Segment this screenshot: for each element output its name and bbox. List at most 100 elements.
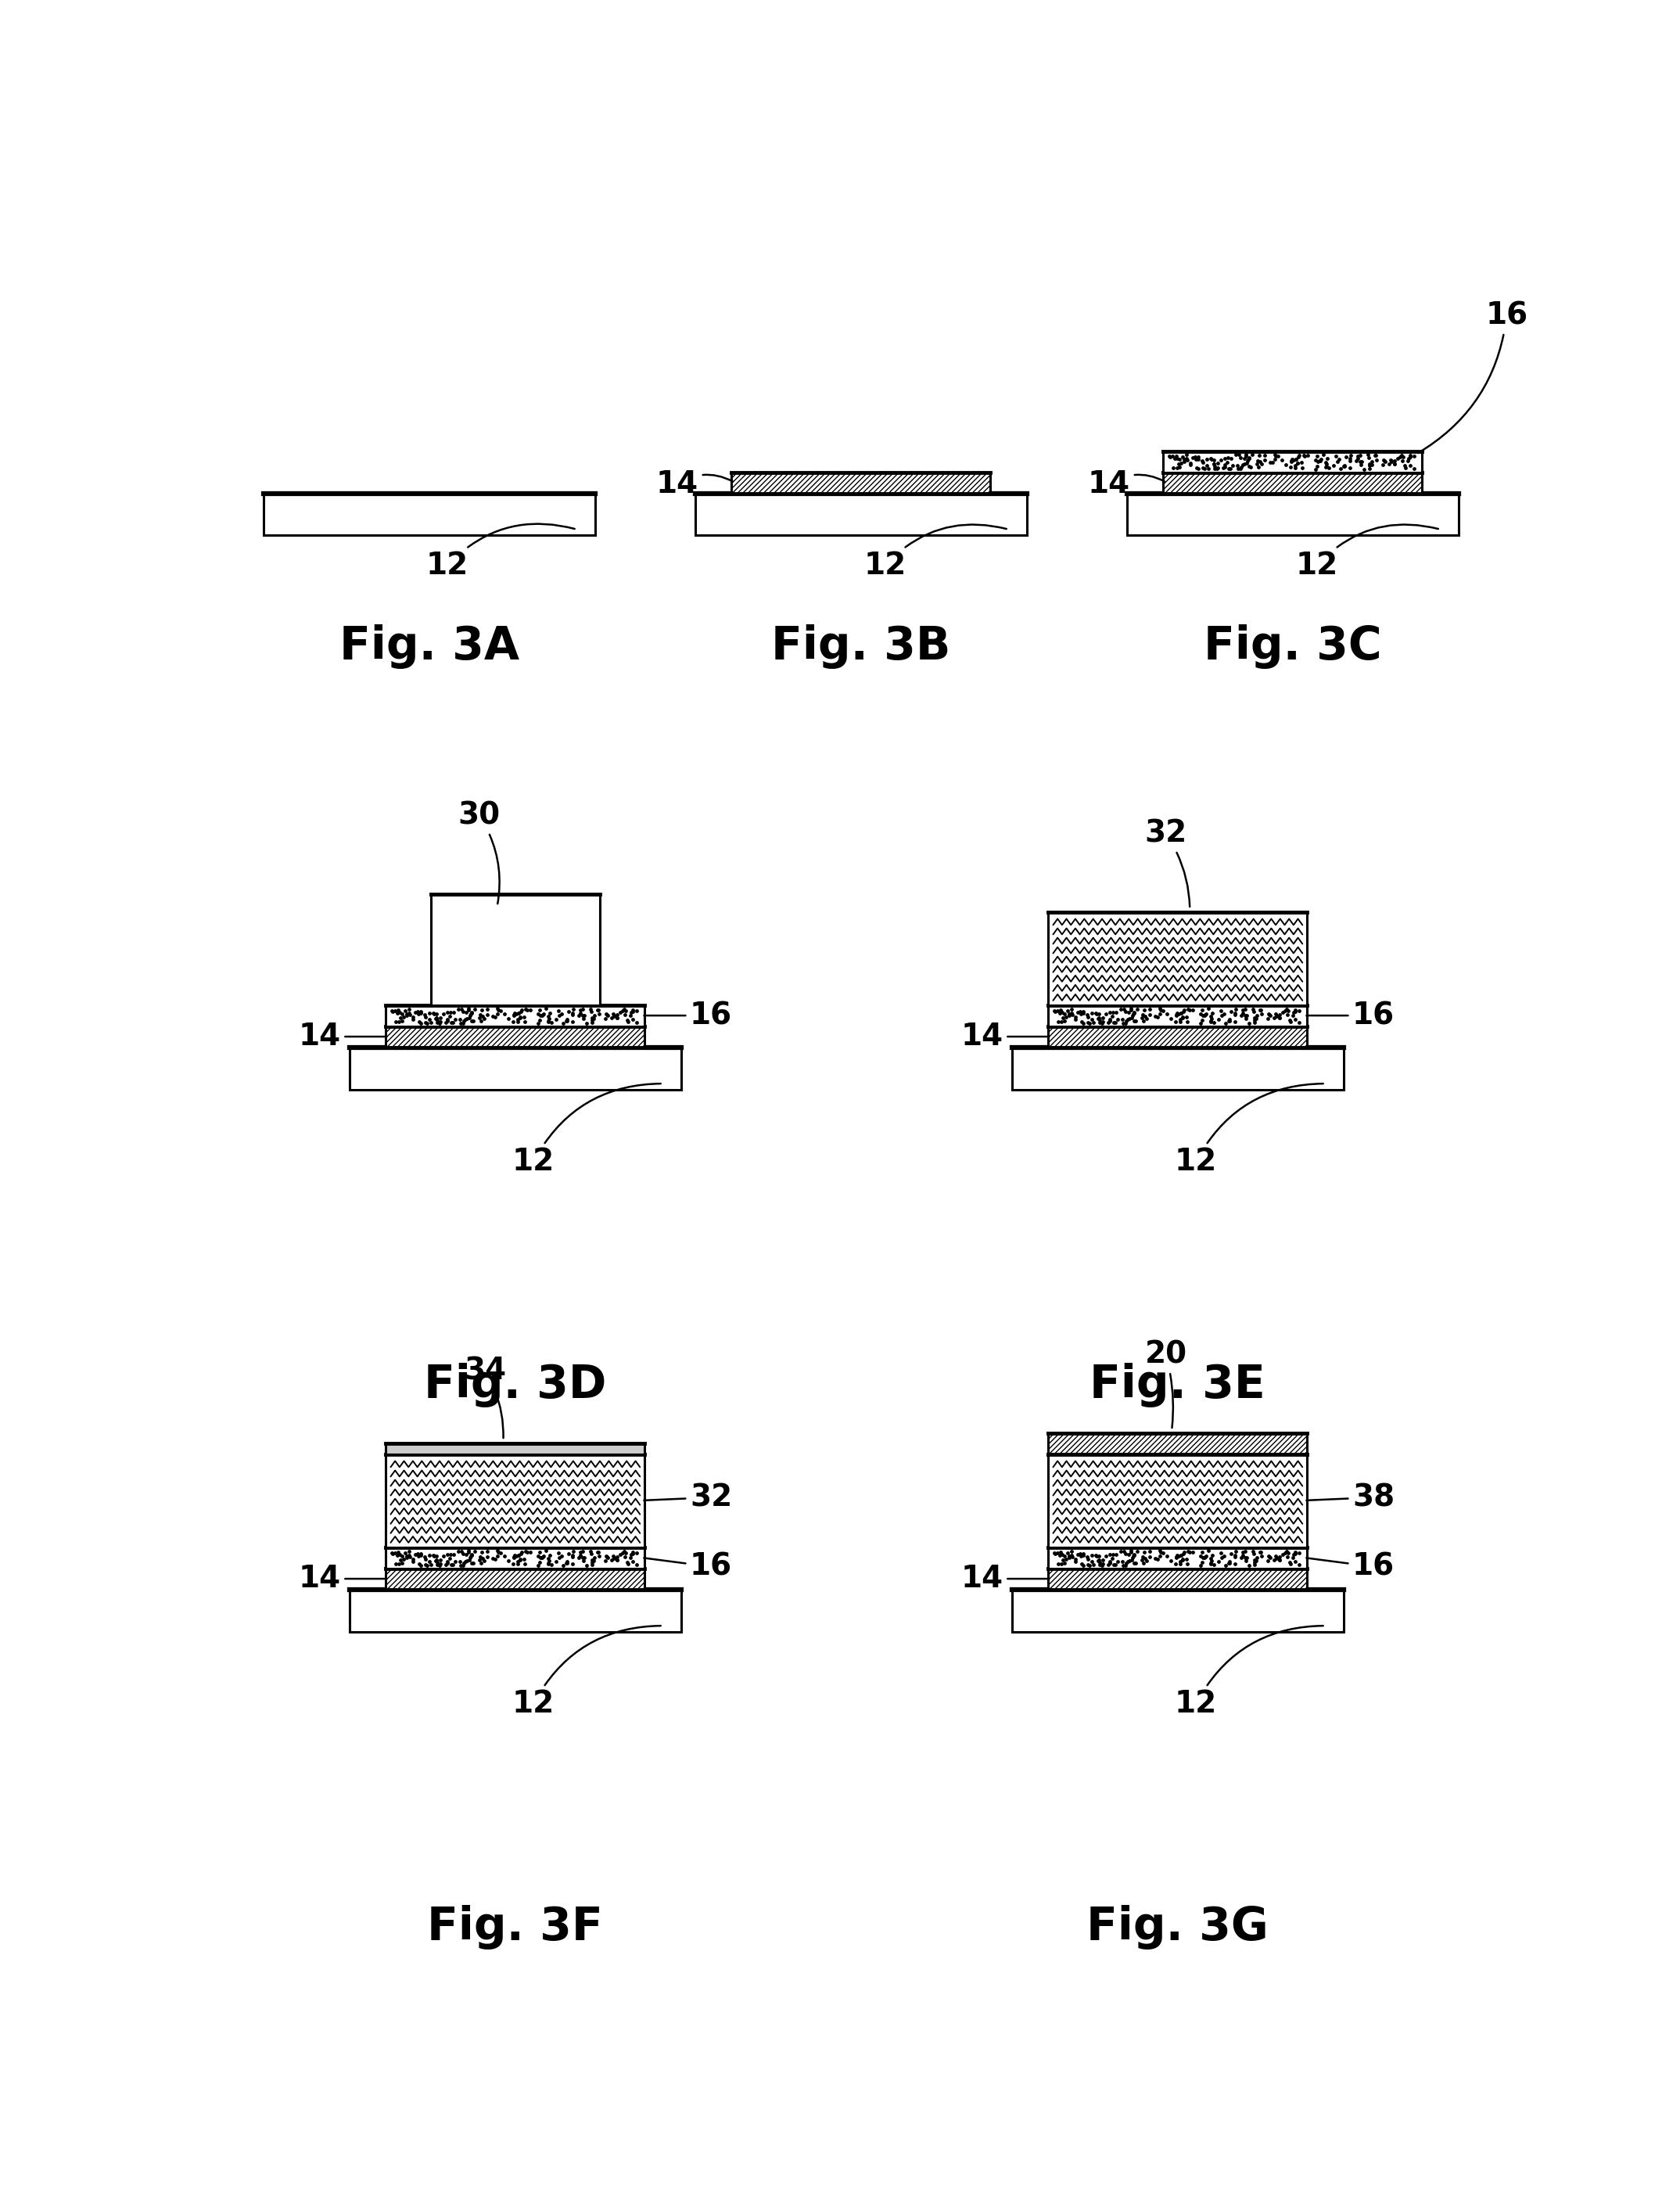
Point	[1310, 436, 1337, 471]
Point	[1116, 1000, 1142, 1035]
Point	[1381, 443, 1408, 478]
Point	[591, 1000, 618, 1035]
Point	[1267, 1000, 1294, 1035]
Point	[1129, 1000, 1156, 1035]
Point	[1342, 443, 1369, 478]
Bar	[731, 471, 991, 493]
Point	[427, 1547, 454, 1582]
Point	[507, 994, 534, 1029]
Point	[1378, 443, 1404, 478]
Point	[1263, 998, 1290, 1033]
Point	[1205, 1002, 1231, 1038]
Point	[1247, 991, 1273, 1027]
Point	[571, 998, 598, 1033]
Point	[1171, 991, 1198, 1027]
Point	[568, 1538, 595, 1573]
Point	[1178, 445, 1205, 480]
Point	[536, 1000, 563, 1035]
Point	[1089, 1005, 1116, 1040]
Point	[1231, 438, 1258, 474]
Point	[601, 1540, 628, 1575]
Point	[1208, 443, 1235, 478]
Point	[1100, 1547, 1127, 1582]
Point	[566, 998, 593, 1033]
Point	[528, 998, 554, 1033]
Point	[1255, 1538, 1282, 1573]
Point	[484, 1538, 511, 1573]
Point	[600, 998, 627, 1033]
Point	[433, 1538, 460, 1573]
Point	[1233, 445, 1260, 480]
Point	[1211, 447, 1238, 482]
Point	[1396, 441, 1423, 476]
Point	[533, 991, 559, 1027]
Point	[1119, 998, 1146, 1033]
Point	[1201, 443, 1228, 478]
Point	[1042, 994, 1068, 1029]
Point	[1067, 1535, 1094, 1571]
Point	[407, 1547, 433, 1582]
Point	[538, 1547, 564, 1582]
Point	[1052, 1547, 1079, 1582]
Point	[454, 996, 480, 1031]
Point	[470, 1542, 497, 1577]
Point	[1169, 1542, 1196, 1577]
Point	[603, 1542, 630, 1577]
Point	[1255, 998, 1282, 1033]
Point	[1119, 996, 1146, 1031]
Point	[1154, 1538, 1181, 1573]
Point	[423, 996, 450, 1031]
Point	[601, 998, 628, 1033]
Point	[433, 1002, 460, 1038]
Point	[1359, 443, 1386, 478]
Point	[1285, 1547, 1312, 1582]
Point	[610, 1535, 637, 1571]
Point	[559, 1540, 586, 1575]
Point	[380, 1535, 407, 1571]
Point	[1161, 441, 1188, 476]
Point	[566, 994, 593, 1029]
Point	[447, 1544, 474, 1580]
Point	[1235, 443, 1262, 478]
Point	[620, 1002, 647, 1038]
Point	[1131, 1547, 1158, 1582]
Point	[447, 1005, 474, 1040]
Point	[1218, 1535, 1245, 1571]
Point	[1198, 1542, 1225, 1577]
Point	[1230, 441, 1257, 476]
Text: 12: 12	[512, 1626, 660, 1718]
Bar	[386, 1547, 645, 1569]
Point	[440, 1538, 467, 1573]
Point	[1095, 1547, 1122, 1582]
Point	[1068, 1547, 1095, 1582]
Point	[1285, 441, 1312, 476]
Point	[559, 991, 586, 1027]
Point	[381, 994, 408, 1029]
Point	[1184, 438, 1211, 474]
Point	[1194, 991, 1221, 1027]
Point	[1255, 1540, 1282, 1575]
Point	[1102, 996, 1129, 1031]
Point	[412, 998, 438, 1033]
Point	[1356, 441, 1383, 476]
Point	[554, 1535, 581, 1571]
Point	[1099, 1535, 1126, 1571]
Point	[1243, 445, 1270, 480]
Point	[1048, 1547, 1075, 1582]
Point	[1052, 1002, 1079, 1038]
Point	[1189, 1544, 1216, 1580]
Point	[1188, 996, 1215, 1031]
Point	[603, 998, 630, 1033]
Point	[1215, 1002, 1242, 1038]
Point	[381, 1535, 408, 1571]
Point	[1146, 996, 1173, 1031]
Point	[465, 1542, 492, 1577]
Point	[1245, 449, 1272, 485]
Point	[440, 996, 467, 1031]
Point	[1398, 447, 1425, 482]
Point	[1168, 1538, 1194, 1573]
Point	[385, 991, 412, 1027]
Point	[467, 998, 494, 1033]
Point	[1092, 1538, 1119, 1573]
Point	[506, 996, 533, 1031]
